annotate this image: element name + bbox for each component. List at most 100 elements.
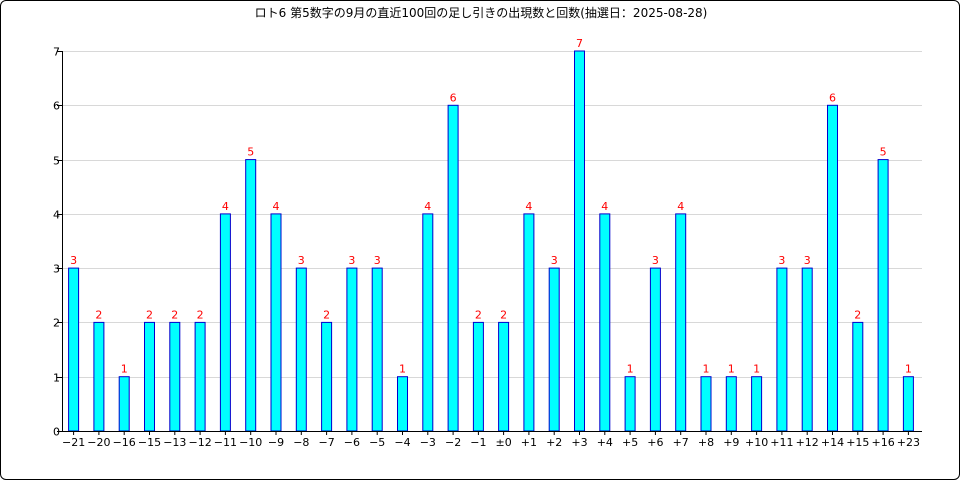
x-tick-label: −13 xyxy=(163,436,186,449)
y-tick-label: 4 xyxy=(53,209,60,222)
y-tick-label: 7 xyxy=(53,46,60,59)
x-tick-label: +15 xyxy=(846,436,869,449)
x-tick-label: −11 xyxy=(214,436,237,449)
data-label: 1 xyxy=(627,363,634,376)
y-tick-label: 2 xyxy=(53,317,60,330)
bar xyxy=(751,376,763,432)
data-label: 2 xyxy=(171,308,178,321)
x-tick-label: −20 xyxy=(87,436,110,449)
x-tick-label: +7 xyxy=(673,436,689,449)
x-tick-label: −7 xyxy=(318,436,334,449)
bar xyxy=(649,267,661,432)
bar xyxy=(219,213,231,432)
bar xyxy=(169,321,181,432)
y-tick-label: 3 xyxy=(53,263,60,276)
x-tick-label: +11 xyxy=(770,436,793,449)
x-tick-label: +10 xyxy=(745,436,768,449)
data-labels: 3 2 1 2 2 2 4 5 4 3 2 3 3 1 4 6 2 2 4 3 7 4 1 3 4 1 1 1 3 3 6 2 5 1 xyxy=(70,37,912,376)
bar xyxy=(776,267,788,432)
x-tick-label: −3 xyxy=(420,436,436,449)
data-label: 4 xyxy=(222,200,229,213)
x-tick-label: −5 xyxy=(369,436,385,449)
bar xyxy=(624,376,636,432)
bar xyxy=(245,159,257,432)
data-label: 7 xyxy=(576,37,583,50)
data-label: 2 xyxy=(95,308,102,321)
data-label: 3 xyxy=(374,254,381,267)
bar xyxy=(346,267,358,432)
bar xyxy=(371,267,383,432)
x-tick-label: +8 xyxy=(698,436,714,449)
x-tick-label: +16 xyxy=(871,436,894,449)
x-tick-label: +3 xyxy=(571,436,587,449)
x-tick-label: +6 xyxy=(647,436,663,449)
x-tick-label: −8 xyxy=(293,436,309,449)
x-tick-label: +4 xyxy=(597,436,613,449)
data-label: 5 xyxy=(247,146,254,159)
bar xyxy=(877,159,889,432)
data-label: 3 xyxy=(551,254,558,267)
bar xyxy=(422,213,434,432)
data-label: 1 xyxy=(121,363,128,376)
bar xyxy=(523,213,535,432)
data-label: 2 xyxy=(500,308,507,321)
bar xyxy=(700,376,712,432)
bar xyxy=(321,321,333,432)
data-label: 1 xyxy=(905,363,912,376)
x-tick-label: −10 xyxy=(239,436,262,449)
data-label: 5 xyxy=(880,146,887,159)
bar xyxy=(801,267,813,432)
chart-title: ロト6 第5数字の9月の直近100回の足し引きの出現数と回数(抽選日：2025-… xyxy=(255,5,708,20)
bar xyxy=(852,321,864,432)
data-label: 4 xyxy=(273,200,280,213)
data-label: 6 xyxy=(450,91,457,104)
bar xyxy=(270,213,282,432)
y-tick-label: 6 xyxy=(53,100,60,113)
x-tick-label: +2 xyxy=(546,436,562,449)
x-tick-label: −6 xyxy=(344,436,360,449)
data-label: 4 xyxy=(601,200,608,213)
bar xyxy=(447,104,459,432)
data-label: 4 xyxy=(525,200,532,213)
data-label: 4 xyxy=(424,200,431,213)
data-label: 1 xyxy=(753,363,760,376)
x-tick-label: +5 xyxy=(622,436,638,449)
x-tick-label: −12 xyxy=(188,436,211,449)
bar xyxy=(68,267,80,432)
data-label: 6 xyxy=(829,91,836,104)
x-tick-label: +9 xyxy=(723,436,739,449)
bar xyxy=(725,376,737,432)
x-tick-label: −21 xyxy=(62,436,85,449)
bar xyxy=(902,376,914,432)
bar xyxy=(93,321,105,432)
data-label: 3 xyxy=(778,254,785,267)
bar xyxy=(827,104,838,432)
x-tick-label: −9 xyxy=(268,436,284,449)
y-tick-label: 5 xyxy=(53,155,60,168)
data-label: 2 xyxy=(854,308,861,321)
data-label: 1 xyxy=(399,363,406,376)
x-tick-label: +23 xyxy=(897,436,920,449)
bar xyxy=(574,50,585,432)
bar xyxy=(498,321,510,432)
bar xyxy=(118,376,130,432)
data-label: 4 xyxy=(677,200,684,213)
bar xyxy=(548,267,560,432)
x-tick-label: −15 xyxy=(138,436,161,449)
data-label: 3 xyxy=(652,254,659,267)
bars xyxy=(68,50,914,432)
data-label: 3 xyxy=(298,254,305,267)
data-label: 2 xyxy=(323,308,330,321)
data-label: 1 xyxy=(728,363,735,376)
data-label: 2 xyxy=(146,308,153,321)
x-tick-label: −1 xyxy=(470,436,486,449)
x-tick-label: +12 xyxy=(796,436,819,449)
x-tick-label: −2 xyxy=(445,436,461,449)
bar xyxy=(144,321,155,432)
bar xyxy=(675,213,687,432)
bar xyxy=(397,376,408,432)
x-tick-label: −4 xyxy=(394,436,410,449)
